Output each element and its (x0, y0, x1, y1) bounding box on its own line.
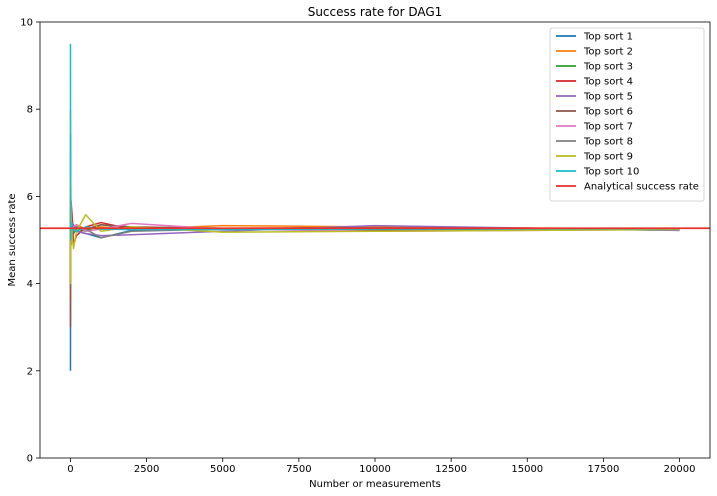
legend-label: Top sort 3 (583, 62, 633, 73)
series-lines (69, 43, 680, 371)
legend-label: Analytical success rate (584, 182, 699, 193)
x-tick-label: 5000 (210, 464, 235, 475)
y-tick-label: 10 (20, 18, 33, 29)
x-axis-label: Number or measurements (309, 479, 441, 490)
y-tick-label: 8 (27, 105, 33, 116)
legend-label: Top sort 7 (583, 122, 633, 133)
legend-label: Top sort 1 (583, 32, 633, 43)
y-tick-label: 0 (27, 454, 33, 465)
legend-label: Top sort 5 (583, 92, 633, 103)
y-axis-label: Mean success rate (7, 193, 18, 286)
legend-label: Top sort 2 (583, 47, 633, 58)
series-line-3 (69, 196, 680, 250)
y-tick-label: 6 (27, 192, 33, 203)
legend: Top sort 1 Top sort 2 Top sort 3 Top sort 4… (549, 27, 705, 202)
series-line-2 (69, 200, 680, 302)
y-tick-label: 4 (27, 279, 33, 290)
legend-label: Top sort 9 (583, 152, 633, 163)
x-tick-label: 15000 (511, 464, 543, 475)
legend-box (549, 27, 705, 202)
y-tick-label: 2 (27, 366, 33, 377)
series-line-4 (69, 195, 680, 284)
legend-label: Top sort 4 (583, 77, 633, 88)
x-tick-label: 10000 (359, 464, 391, 475)
x-tick-label: 20000 (664, 464, 696, 475)
legend-label: Top sort 8 (583, 137, 633, 148)
x-tick-label: 17500 (588, 464, 620, 475)
legend-label: Top sort 10 (583, 167, 639, 178)
legend-label: Top sort 6 (583, 107, 633, 118)
x-tick-label: 12500 (435, 464, 467, 475)
series-line-10 (69, 43, 680, 241)
chart-title: Success rate for DAG1 (308, 5, 443, 19)
x-tick-label: 7500 (286, 464, 311, 475)
x-tick-label: 2500 (134, 464, 159, 475)
x-tick-label: 0 (67, 464, 73, 475)
